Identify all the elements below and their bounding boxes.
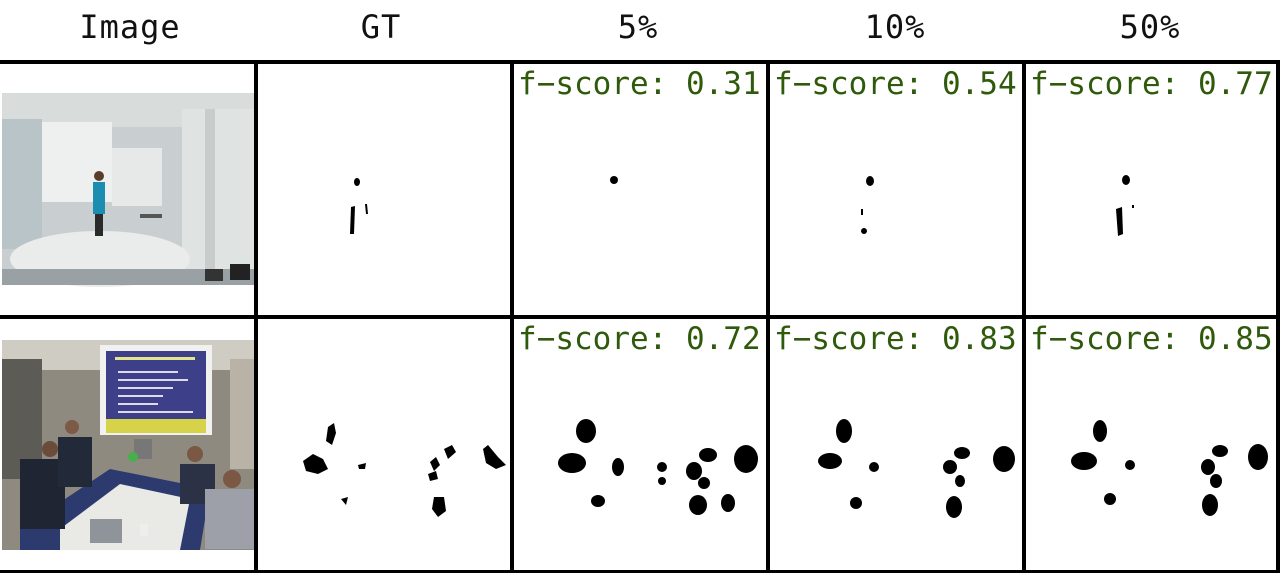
segmentation-mask (610, 176, 618, 184)
row1-10pct-mask: f−score: 0.54 (770, 64, 1022, 315)
grid-line (1276, 60, 1280, 573)
column-title-5pct: 5% (617, 8, 659, 46)
segmentation-mask (818, 419, 1015, 518)
row1-5pct-mask: f−score: 0.31 (514, 64, 766, 315)
office-scene-image (2, 93, 254, 287)
column-title-50pct: 50% (1119, 8, 1181, 46)
grid-line (510, 60, 514, 573)
row2-image-cell (0, 319, 254, 570)
f-score-label: f−score: 0.83 (774, 321, 1017, 357)
column-title-gt: GT (360, 8, 402, 46)
row1-gt-mask (258, 64, 510, 315)
f-score-label: f−score: 0.77 (1030, 66, 1273, 102)
grid-line (254, 60, 258, 573)
segmentation-mask (861, 176, 874, 234)
grid-line (1022, 60, 1026, 573)
row1-50pct-mask: f−score: 0.77 (1026, 64, 1276, 315)
segmentation-mask (558, 419, 758, 515)
grid-line (0, 60, 1280, 64)
column-headers: Image GT 5% 10% 50% (0, 0, 1280, 60)
f-score-label: f−score: 0.85 (1030, 321, 1273, 357)
grid-line (0, 315, 1280, 319)
column-title-image: Image (79, 8, 181, 46)
f-score-label: f−score: 0.72 (518, 321, 761, 357)
row1-image-cell (0, 64, 254, 315)
segmentation-mask (1116, 175, 1134, 236)
grid-line (0, 569, 1280, 573)
row2-5pct-mask: f−score: 0.72 (514, 319, 766, 570)
row2-10pct-mask: f−score: 0.83 (770, 319, 1022, 570)
segmentation-mask (1071, 420, 1268, 516)
column-title-10pct: 10% (864, 8, 926, 46)
segmentation-mask (303, 423, 506, 517)
f-score-label: f−score: 0.54 (774, 66, 1017, 102)
grid-line (766, 60, 770, 573)
f-score-label: f−score: 0.31 (518, 66, 761, 102)
segmentation-mask (350, 178, 368, 234)
row2-50pct-mask: f−score: 0.85 (1026, 319, 1276, 570)
results-grid: f−score: 0.31 f−score: 0.54 f−score: 0.7… (0, 60, 1280, 573)
row2-gt-mask (258, 319, 510, 570)
meeting-scene-image (2, 340, 254, 550)
